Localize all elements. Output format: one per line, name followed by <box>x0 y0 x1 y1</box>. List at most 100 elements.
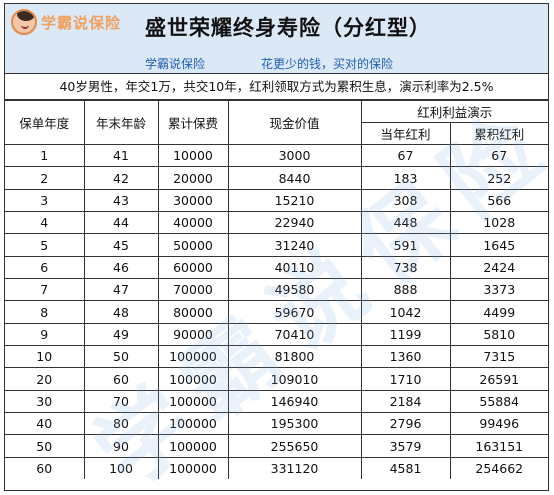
cell-annual-dividend: 183 <box>360 166 451 190</box>
cell-cash-value: 255650 <box>227 434 362 458</box>
table-row: 2 42 20000 8440 183 252 <box>5 166 548 190</box>
table-row: 10 50 100000 81800 1360 7315 <box>5 345 548 369</box>
cell-policy-year: 20 <box>5 367 85 391</box>
table-row: 60 100 100000 331120 4581 254662 <box>5 456 548 480</box>
document-frame: 学霸说保险 盛世荣耀终身寿险（分红型） 学霸说保险 花更少的钱，买对的保险 40… <box>4 3 549 491</box>
cell-age: 100 <box>83 456 159 480</box>
cell-annual-dividend: 2184 <box>360 389 451 414</box>
cell-annual-dividend: 4581 <box>360 456 451 480</box>
cell-cumulative-dividend: 4499 <box>449 300 548 324</box>
cell-cumulative-premium: 80000 <box>157 300 229 324</box>
cell-annual-dividend: 591 <box>360 233 451 257</box>
cell-cumulative-dividend: 3373 <box>449 278 548 302</box>
table-row: 7 47 70000 49580 888 3373 <box>5 278 548 302</box>
cell-age: 50 <box>83 345 159 369</box>
cell-annual-dividend: 1710 <box>360 367 451 391</box>
cell-cumulative-dividend: 254662 <box>449 456 548 480</box>
cell-annual-dividend: 308 <box>360 188 451 213</box>
cell-annual-dividend: 1199 <box>360 322 451 347</box>
cell-cumulative-premium: 100000 <box>157 434 229 458</box>
cell-cumulative-dividend: 566 <box>449 188 548 213</box>
cell-age: 90 <box>83 434 159 458</box>
cell-cumulative-dividend: 1028 <box>449 211 548 235</box>
header-cumulative-dividend: 累积红利 <box>449 122 548 145</box>
cell-policy-year: 2 <box>5 166 85 190</box>
subtitle-slogan: 花更少的钱，买对的保险 <box>261 57 394 71</box>
cell-age: 60 <box>83 367 159 391</box>
cell-cumulative-premium: 20000 <box>157 166 229 190</box>
cell-cash-value: 8440 <box>227 166 362 190</box>
cell-cash-value: 81800 <box>227 345 362 369</box>
cell-cash-value: 195300 <box>227 412 362 436</box>
cell-cash-value: 59670 <box>227 300 362 324</box>
cell-cash-value: 40110 <box>227 255 362 280</box>
header-annual-dividend: 当年红利 <box>361 122 451 145</box>
cell-annual-dividend: 888 <box>360 278 451 302</box>
cell-policy-year: 10 <box>5 345 85 369</box>
cell-cumulative-dividend: 2424 <box>449 255 548 280</box>
header-age: 年末年龄 <box>83 100 159 145</box>
cell-policy-year: 50 <box>5 434 85 458</box>
subtitle-brand: 学霸说保险 <box>145 57 206 71</box>
cell-cumulative-premium: 100000 <box>157 367 229 391</box>
table-row: 20 60 100000 109010 1710 26591 <box>5 367 548 391</box>
cell-policy-year: 3 <box>5 188 85 213</box>
cell-policy-year: 7 <box>5 278 85 302</box>
cell-cumulative-dividend: 163151 <box>449 434 548 458</box>
header-policy-year: 保单年度 <box>5 100 85 145</box>
cell-cumulative-dividend: 7315 <box>449 345 548 369</box>
cell-policy-year: 5 <box>5 233 85 257</box>
cell-policy-year: 30 <box>5 389 85 414</box>
header-cash-value: 现金价值 <box>227 100 362 145</box>
table-row: 30 70 100000 146940 2184 55884 <box>5 389 548 414</box>
cell-cumulative-premium: 60000 <box>157 255 229 280</box>
cell-policy-year: 1 <box>5 143 85 168</box>
logo-text: 学霸说保险 <box>41 13 122 32</box>
cell-cash-value: 109010 <box>227 367 362 391</box>
cell-cumulative-premium: 40000 <box>157 211 229 235</box>
cell-policy-year: 8 <box>5 300 85 324</box>
cell-annual-dividend: 3579 <box>360 434 451 458</box>
benefit-table: 保单年度 年末年龄 累计保费 现金价值 红利利益演示 当年红利 累积红利 1 41… <box>5 100 548 480</box>
table-row: 40 80 100000 195300 2796 99496 <box>5 412 548 436</box>
cell-policy-year: 4 <box>5 211 85 235</box>
cell-cumulative-premium: 70000 <box>157 278 229 302</box>
cell-cumulative-dividend: 99496 <box>449 412 548 436</box>
cell-cumulative-premium: 100000 <box>157 412 229 436</box>
page-title: 盛世荣耀终身寿险（分红型） <box>145 16 431 40</box>
cell-policy-year: 6 <box>5 255 85 280</box>
cell-policy-year: 9 <box>5 322 85 347</box>
cell-cumulative-premium: 10000 <box>157 143 229 168</box>
cell-cash-value: 3000 <box>227 143 362 168</box>
cell-age: 70 <box>83 389 159 414</box>
table-row: 5 45 50000 31240 591 1645 <box>5 233 548 257</box>
cell-annual-dividend: 448 <box>360 211 451 235</box>
cell-age: 47 <box>83 278 159 302</box>
cell-cash-value: 15210 <box>227 188 362 213</box>
table-row: 4 44 40000 22940 448 1028 <box>5 211 548 235</box>
cell-policy-year: 40 <box>5 412 85 436</box>
cell-annual-dividend: 1042 <box>360 300 451 324</box>
cell-annual-dividend: 738 <box>360 255 451 280</box>
cell-age: 43 <box>83 188 159 213</box>
cell-age: 49 <box>83 322 159 347</box>
cell-age: 80 <box>83 412 159 436</box>
cell-cumulative-premium: 30000 <box>157 188 229 213</box>
table-body: 1 41 10000 3000 67 67 2 42 20000 8440 183 252 3 43 300… <box>5 143 548 480</box>
table-row: 9 49 90000 70410 1199 5810 <box>5 322 548 347</box>
brand-logo: 学霸说保险 <box>11 9 121 35</box>
cell-cumulative-dividend: 26591 <box>449 367 548 391</box>
avatar-icon <box>11 9 37 35</box>
table-row: 6 46 60000 40110 738 2424 <box>5 255 548 280</box>
cell-cumulative-dividend: 252 <box>449 166 548 190</box>
cell-cumulative-dividend: 67 <box>449 143 548 168</box>
cell-cash-value: 31240 <box>227 233 362 257</box>
cell-cash-value: 331120 <box>227 456 362 480</box>
cell-cash-value: 49580 <box>227 278 362 302</box>
cell-age: 41 <box>83 143 159 168</box>
cell-cumulative-premium: 100000 <box>157 456 229 480</box>
table-row: 50 90 100000 255650 3579 163151 <box>5 434 548 458</box>
cell-age: 42 <box>83 166 159 190</box>
header-dividend-group: 红利利益演示 <box>360 100 548 123</box>
cell-cumulative-premium: 50000 <box>157 233 229 257</box>
